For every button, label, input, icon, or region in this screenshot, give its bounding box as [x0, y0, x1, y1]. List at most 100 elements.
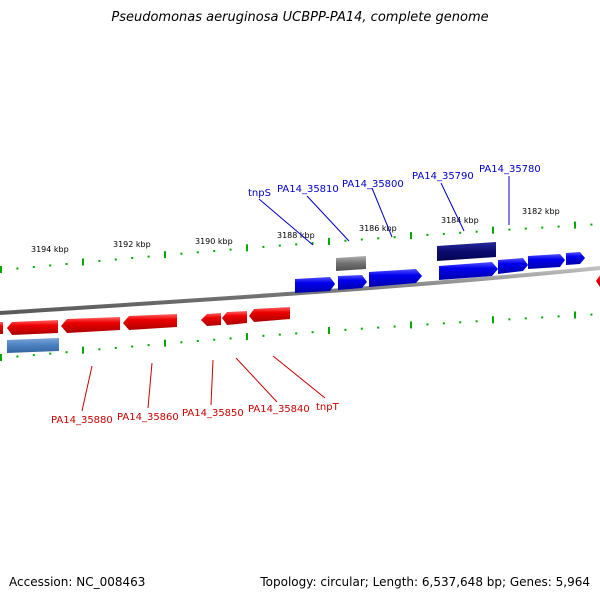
feature-block-navy[interactable] — [437, 242, 496, 261]
minor-tick — [426, 233, 429, 236]
gene-label-pa14-35850[interactable]: PA14_35850 — [182, 408, 244, 419]
minor-tick — [147, 255, 150, 258]
forward-strand — [295, 242, 585, 293]
minor-tick — [475, 320, 478, 323]
genome-summary-text: Topology: circular; Length: 6,537,648 bp… — [260, 575, 590, 589]
minor-tick — [541, 226, 544, 229]
forward-gene-arrow[interactable] — [498, 258, 528, 274]
major-tick — [492, 316, 494, 324]
scale-label: 3194 kbp — [31, 245, 69, 254]
minor-tick — [147, 344, 150, 347]
minor-tick — [377, 237, 380, 240]
minor-tick — [442, 322, 445, 325]
major-tick — [574, 221, 576, 229]
minor-tick — [278, 333, 281, 336]
minor-tick — [65, 263, 68, 265]
minor-tick — [393, 325, 396, 328]
forward-labels: tnpS PA14_35810 PA14_35800 PA14_35790 PA… — [248, 164, 541, 199]
reverse-gene-arrow[interactable] — [201, 313, 221, 326]
minor-tick — [196, 251, 199, 254]
minor-tick — [229, 337, 232, 340]
reverse-gene-arrow[interactable] — [61, 317, 120, 333]
minor-tick — [459, 321, 462, 324]
gene-label-pa14-35800[interactable]: PA14_35800 — [342, 179, 404, 190]
minor-tick — [377, 326, 380, 329]
major-tick — [574, 311, 576, 319]
gene-label-pa14-35860[interactable]: PA14_35860 — [117, 412, 179, 423]
minor-tick — [180, 252, 183, 255]
major-tick — [410, 232, 412, 240]
accession-text: Accession: NC_008463 — [9, 575, 146, 589]
reverse-gene-arrow[interactable] — [0, 322, 3, 334]
minor-tick — [344, 239, 347, 242]
minor-tick — [557, 225, 560, 228]
minor-tick — [360, 238, 363, 241]
gene-label-pa14-35840[interactable]: PA14_35840 — [248, 404, 310, 415]
scale-label: 3188 kbp — [277, 231, 315, 240]
forward-gene-arrow[interactable] — [439, 262, 498, 280]
minor-tick — [278, 244, 281, 247]
feature-block-gray[interactable] — [336, 256, 366, 271]
minor-tick — [229, 248, 232, 251]
minor-tick — [295, 332, 298, 335]
major-tick — [410, 321, 412, 329]
reverse-label-leaders — [81, 355, 326, 412]
minor-tick — [393, 236, 396, 239]
scale-label: 3182 kbp — [522, 207, 560, 216]
minor-tick — [557, 315, 560, 318]
scale-label: 3186 kbp — [359, 224, 397, 233]
minor-tick — [590, 223, 593, 226]
feature-block-steel[interactable] — [7, 338, 59, 353]
gene-label-pa14-35880[interactable]: PA14_35880 — [51, 415, 113, 426]
minor-tick — [590, 313, 593, 316]
reverse-gene-arrow[interactable] — [249, 307, 290, 322]
minor-tick — [131, 257, 134, 259]
minor-tick — [16, 267, 19, 270]
gene-label-pa14-35790[interactable]: PA14_35790 — [412, 171, 474, 182]
scale-label: 3192 kbp — [113, 240, 151, 249]
forward-gene-arrow[interactable] — [566, 252, 585, 265]
lower-tick-row — [0, 311, 593, 361]
reverse-gene-arrow[interactable] — [596, 275, 600, 287]
gene-label-tnps[interactable]: tnpS — [248, 188, 271, 199]
forward-gene-arrow[interactable] — [295, 277, 335, 293]
upper-tick-row — [0, 221, 593, 273]
forward-gene-arrow[interactable] — [369, 269, 422, 287]
major-tick — [246, 333, 248, 341]
forward-gene-arrow[interactable] — [528, 254, 565, 269]
gene-label-pa14-35780[interactable]: PA14_35780 — [479, 164, 541, 175]
reverse-gene-arrow[interactable] — [7, 320, 58, 335]
gene-label-pa14-35810[interactable]: PA14_35810 — [277, 184, 339, 195]
major-tick — [82, 258, 84, 266]
scale-label: 3184 kbp — [441, 216, 479, 225]
genome-backbone — [0, 266, 600, 315]
scale-labels: 3194 kbp 3192 kbp 3190 kbp 3188 kbp 3186… — [31, 207, 560, 254]
gene-label-tnpt[interactable]: tnpT — [316, 402, 340, 413]
minor-tick — [65, 351, 68, 354]
minor-tick — [524, 227, 527, 230]
major-tick — [492, 226, 494, 234]
minor-tick — [49, 352, 52, 355]
scale-label: 3190 kbp — [195, 237, 233, 246]
minor-tick — [16, 355, 19, 358]
reverse-gene-arrow[interactable] — [123, 314, 177, 330]
minor-tick — [180, 341, 183, 344]
minor-tick — [213, 250, 216, 252]
minor-tick — [426, 323, 429, 326]
major-tick — [164, 339, 166, 347]
minor-tick — [114, 258, 117, 261]
minor-tick — [508, 318, 511, 321]
minor-tick — [114, 346, 117, 349]
forward-label-leaders — [258, 176, 510, 246]
minor-tick — [508, 228, 511, 231]
minor-tick — [262, 334, 265, 337]
minor-tick — [49, 264, 52, 267]
minor-tick — [475, 230, 478, 233]
reverse-gene-arrow[interactable] — [222, 311, 247, 325]
minor-tick — [442, 232, 445, 235]
major-tick — [0, 266, 2, 273]
forward-gene-arrow[interactable] — [338, 275, 367, 290]
reverse-labels: PA14_35880 PA14_35860 PA14_35850 PA14_35… — [51, 402, 340, 426]
major-tick — [82, 346, 84, 354]
